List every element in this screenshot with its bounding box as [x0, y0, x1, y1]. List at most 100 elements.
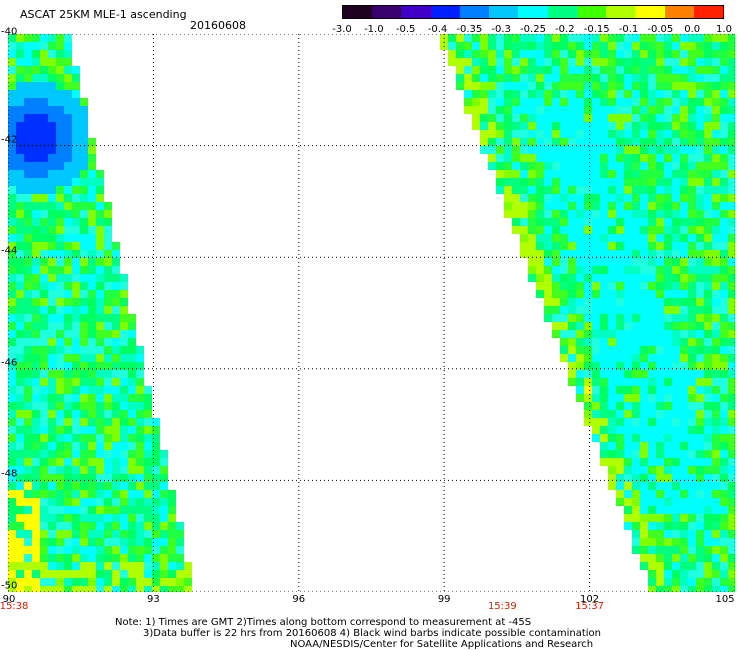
swath-cell [656, 338, 664, 346]
swath-cell [8, 34, 16, 42]
swath-cell [488, 74, 496, 82]
swath-cell [624, 114, 632, 122]
swath-cell [80, 186, 88, 194]
swath-cell [576, 42, 584, 50]
swath-cell [48, 170, 56, 178]
map-date: 20160608 [190, 19, 246, 32]
swath-cell [608, 290, 616, 298]
swath-cell [88, 210, 96, 218]
swath-cell [648, 490, 656, 498]
swath-cell [8, 506, 16, 514]
swath-cell [8, 490, 16, 498]
swath-cell [664, 538, 672, 546]
swath-cell [576, 266, 584, 274]
swath-cell [624, 82, 632, 90]
swath-cell [88, 434, 96, 442]
swath-cell [600, 210, 608, 218]
swath-cell [680, 570, 688, 578]
swath-cell [40, 482, 48, 490]
swath-cell [656, 114, 664, 122]
swath-cell [688, 138, 696, 146]
swath-cell [632, 306, 640, 314]
swath-cell [128, 370, 136, 378]
swath-cell [584, 234, 592, 242]
swath-cell [16, 426, 24, 434]
swath-cell [608, 162, 616, 170]
swath-cell [64, 178, 72, 186]
swath-cell [600, 266, 608, 274]
swath-cell [544, 194, 552, 202]
swath-cell [584, 370, 592, 378]
swath-cell [720, 202, 728, 210]
swath-cell [88, 306, 96, 314]
swath-cell [656, 530, 664, 538]
swath-cell [680, 58, 688, 66]
swath-cell [24, 290, 32, 298]
swath-cell [600, 90, 608, 98]
swath-cell [568, 138, 576, 146]
swath-cell [568, 34, 576, 42]
swath-cell [16, 290, 24, 298]
swath-cell [120, 554, 128, 562]
swath-cell [664, 370, 672, 378]
swath-cell [496, 170, 504, 178]
swath-cell [656, 234, 664, 242]
swath-cell [656, 194, 664, 202]
swath-cell [8, 402, 16, 410]
swath-cell [472, 122, 480, 130]
swath-cell [592, 194, 600, 202]
swath-cell [472, 90, 480, 98]
swath-cell [8, 378, 16, 386]
colorbar [342, 5, 724, 19]
swath-cell [648, 442, 656, 450]
swath-cell [600, 242, 608, 250]
swath-cell [120, 466, 128, 474]
swath-cell [688, 322, 696, 330]
swath-cell [72, 442, 80, 450]
swath-cell [672, 362, 680, 370]
swath-cell [80, 322, 88, 330]
swath-cell [568, 266, 576, 274]
swath-cell [552, 298, 560, 306]
swath-cell [632, 514, 640, 522]
swath-cell [48, 282, 56, 290]
swath-cell [24, 570, 32, 578]
swath-cell [656, 386, 664, 394]
swath-cell [552, 114, 560, 122]
swath-cell [112, 442, 120, 450]
swath-cell [24, 474, 32, 482]
swath-cell [656, 394, 664, 402]
swath-cell [544, 258, 552, 266]
swath-cell [680, 538, 688, 546]
swath-cell [720, 562, 728, 570]
swath-cell [720, 266, 728, 274]
swath-cell [72, 258, 80, 266]
swath-cell [536, 282, 544, 290]
swath-cell [720, 426, 728, 434]
swath-cell [616, 130, 624, 138]
swath-cell [120, 546, 128, 554]
swath-cell [576, 338, 584, 346]
swath-cell [728, 66, 735, 74]
swath-cell [112, 538, 120, 546]
swath-cell [16, 210, 24, 218]
swath-cell [80, 170, 88, 178]
swath-cell [688, 98, 696, 106]
swath-cell [40, 234, 48, 242]
swath-cell [536, 154, 544, 162]
swath-cell [632, 378, 640, 386]
swath-cell [576, 330, 584, 338]
swath-cell [616, 58, 624, 66]
swath-cell [520, 34, 528, 42]
swath-cell [80, 98, 88, 106]
swath-cell [80, 106, 88, 114]
swath-cell [656, 130, 664, 138]
swath-cell [640, 210, 648, 218]
swath-cell [632, 98, 640, 106]
swath-cell [80, 162, 88, 170]
swath-cell [624, 378, 632, 386]
swath-cell [16, 98, 24, 106]
swath-cell [32, 290, 40, 298]
swath-cell [584, 146, 592, 154]
swath-cell [616, 50, 624, 58]
